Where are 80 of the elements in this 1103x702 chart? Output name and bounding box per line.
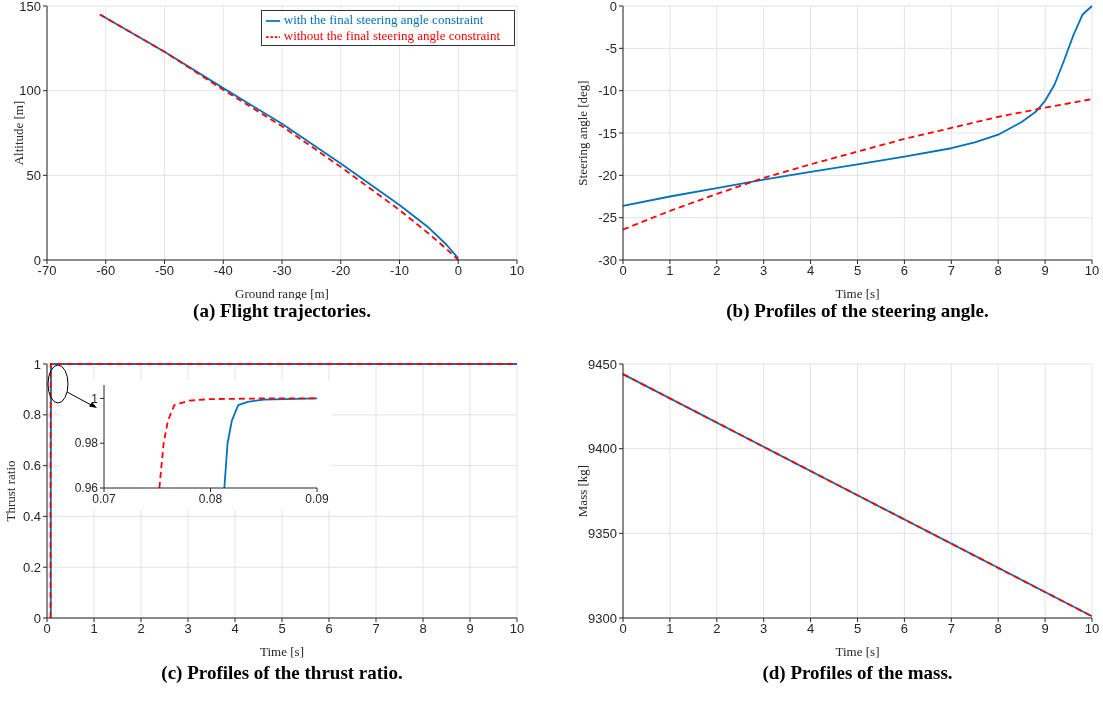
y-tick-label: -15 [598, 125, 617, 141]
x-tick-label: 3 [760, 621, 768, 637]
x-tick-label: 4 [231, 621, 239, 637]
x-tick-label: 4 [806, 621, 815, 637]
y-tick-label: 150 [19, 0, 41, 14]
x-axis-title: Time [s] [260, 644, 304, 659]
x-tick-label: -30 [272, 263, 292, 279]
y-axis-title: Steering angle [deg] [574, 80, 590, 186]
x-tick-label: 4 [806, 263, 815, 279]
x-tick-label: 7 [947, 263, 955, 279]
x-tick-label: 0.08 [198, 491, 223, 506]
x-tick-label: 0 [43, 621, 51, 637]
x-tick-label: 8 [994, 263, 1002, 279]
x-tick-label: 0 [619, 621, 627, 637]
x-axis-title: Time [s] [835, 286, 880, 301]
y-tick-label: 0 [33, 252, 41, 268]
y-tick-label: 9350 [588, 525, 617, 541]
x-tick-label: 1 [666, 263, 674, 279]
y-tick-label: 1 [33, 356, 41, 372]
y-tick-label: -30 [598, 252, 617, 268]
x-tick-label: 6 [900, 263, 909, 279]
x-tick-label: 10 [509, 263, 525, 279]
x-tick-label: 0.07 [92, 491, 116, 506]
x-tick-label: 0 [454, 263, 462, 279]
y-tick-label: 9450 [588, 356, 617, 372]
y-tick-label: -5 [605, 40, 617, 56]
x-tick-label: 2 [713, 621, 721, 637]
y-tick-label: 0 [33, 610, 41, 626]
x-tick-label: 9 [1041, 263, 1049, 279]
y-tick-label: -10 [598, 83, 617, 99]
x-tick-label: 2 [713, 263, 721, 279]
x-tick-label: 8 [994, 621, 1002, 637]
x-tick-label: -10 [390, 263, 409, 279]
y-tick-label: 0.98 [74, 436, 99, 451]
x-tick-label: 5 [853, 263, 862, 279]
text: (a) Flight trajectories. [192, 300, 372, 322]
x-tick-label: 10 [1084, 263, 1100, 279]
y-axis-title: Altitude [m] [10, 100, 26, 166]
x-tick-label: 1 [666, 621, 674, 637]
y-axis-title: Thrust ratio [2, 460, 18, 522]
x-tick-label: 7 [947, 621, 955, 637]
x-tick-label: 10 [1084, 621, 1100, 637]
text: (c) Profiles of the thrust ratio. [160, 662, 404, 684]
y-tick-label: 1 [91, 391, 99, 406]
y-tick-label: 9400 [588, 441, 617, 457]
y-tick-label: 0.4 [22, 509, 41, 525]
y-tick-label: 9300 [588, 610, 617, 626]
x-tick-label: 6 [900, 621, 909, 637]
x-tick-label: 6 [325, 621, 333, 637]
x-tick-label: 10 [509, 621, 525, 637]
x-tick-label: 5 [278, 621, 286, 637]
x-axis-title: Time [s] [835, 644, 880, 659]
x-tick-label: 0 [619, 263, 627, 279]
x-axis-title: Ground range [m] [235, 286, 329, 301]
x-tick-label: 0.09 [305, 491, 329, 506]
text: (b) Profiles of the steering angle. [725, 300, 990, 322]
x-tick-label: 9 [466, 621, 474, 637]
legend-label: without the final steering angle constraint [283, 28, 500, 44]
y-tick-label: 50 [26, 167, 41, 183]
x-tick-label: 3 [760, 263, 768, 279]
text: (d) Profiles of the mass. [761, 662, 954, 684]
y-axis-title: Mass [kg] [574, 464, 590, 518]
x-tick-label: -50 [155, 263, 174, 279]
x-tick-label: 5 [853, 621, 862, 637]
x-tick-label: 3 [184, 621, 192, 637]
legend-label: with the final steering angle constraint [283, 12, 484, 27]
y-tick-label: 100 [19, 83, 41, 99]
x-tick-label: 7 [372, 621, 380, 637]
y-tick-label: -25 [598, 210, 617, 226]
x-tick-label: -40 [213, 263, 233, 279]
y-tick-label: 0.2 [22, 559, 41, 575]
y-tick-label: 0.6 [22, 458, 41, 474]
x-tick-label: 2 [137, 621, 145, 637]
x-tick-label: 9 [1041, 621, 1049, 637]
y-tick-label: 0.8 [22, 407, 41, 423]
y-tick-label: 0 [609, 0, 617, 14]
x-tick-label: -20 [331, 263, 351, 279]
y-tick-label: -20 [598, 167, 617, 183]
x-tick-label: 8 [419, 621, 427, 637]
x-tick-label: -60 [96, 263, 116, 279]
